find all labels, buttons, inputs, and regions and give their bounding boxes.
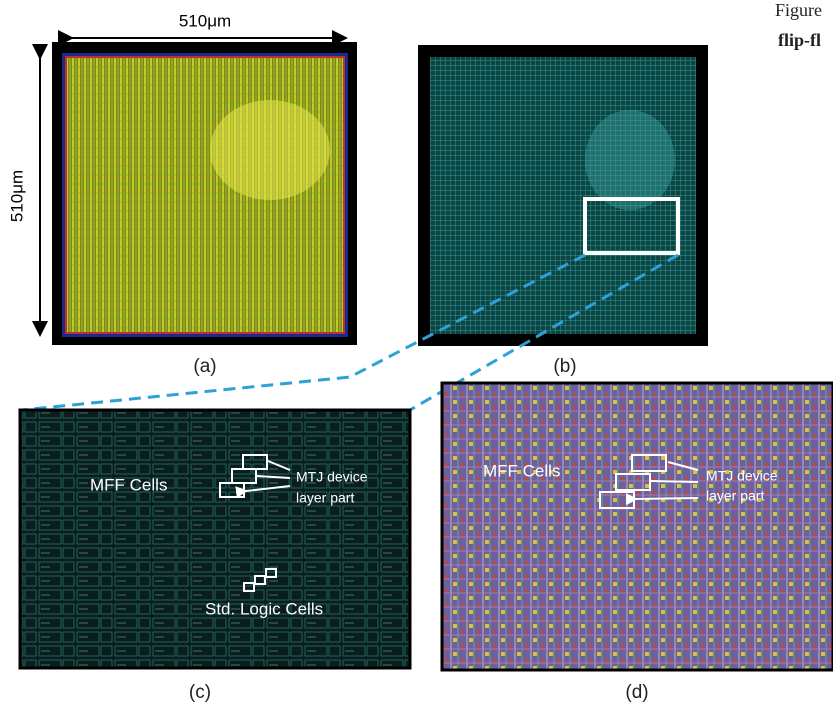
annotation: layer part [296,490,354,506]
annotation: MTJ device [296,469,368,485]
annotation: MFF Cells [90,475,167,494]
chip-layout [66,57,344,333]
annotation: MFF Cells [483,461,560,480]
width-label: 510μm [179,11,231,30]
panel-label: (c) [189,682,211,703]
annotation: layer part [706,488,764,504]
annotation: MTJ device [706,468,778,484]
caption-fragment: Figure [775,0,822,20]
annotation: Std. Logic Cells [205,599,323,618]
panel-label: (b) [553,356,576,377]
cell-layout [20,410,410,668]
panel-label: (d) [625,682,648,703]
dense-area [585,110,675,210]
metal-layout [442,383,833,670]
height-label: 510μm [7,170,26,222]
caption-fragment: flip-fl [778,30,821,50]
panel-label: (a) [193,356,216,377]
figure: Figure flip-fl 510μm 510μm (a) (b) MFF C… [0,0,833,708]
dense-area [210,100,330,200]
